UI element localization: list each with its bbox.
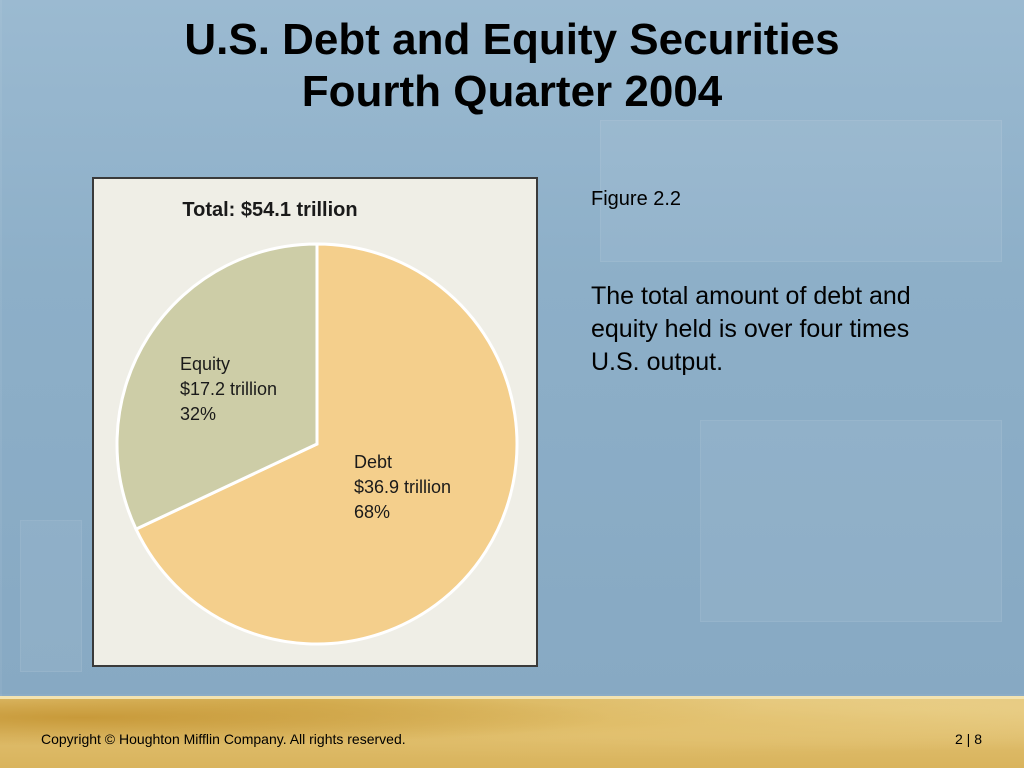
copyright-text: Copyright © Houghton Mifflin Company. Al… (41, 731, 406, 747)
debt-name: Debt (354, 452, 393, 472)
pie-chart-figure: Total: $54.1 trillion Equity $17.2 trill… (92, 177, 538, 667)
equity-slice (115, 242, 319, 532)
equity-slice-label: Equity $17.2 trillion 32% (180, 352, 277, 427)
debt-slice-label: Debt $36.9 trillion 68% (354, 450, 451, 525)
background-panel (700, 420, 1002, 622)
debt-amount: $36.9 trillion (354, 477, 452, 497)
debt-slice (134, 242, 519, 646)
page-number: 2 | 8 (955, 731, 982, 747)
footer-divider (0, 696, 1024, 699)
footer-bar: Copyright © Houghton Mifflin Company. Al… (0, 696, 1024, 768)
title-line-2: Fourth Quarter 2004 (301, 67, 723, 116)
chart-title: Total: $54.1 trillion (182, 199, 358, 221)
debt-percent: 68% (354, 502, 391, 522)
equity-percent: 32% (180, 404, 217, 424)
title-line-1: U.S. Debt and Equity Securities (184, 15, 840, 64)
equity-name: Equity (180, 354, 231, 374)
figure-caption: Figure 2.2 (591, 188, 682, 210)
slide-title: U.S. Debt and Equity Securities Fourth Q… (0, 14, 1024, 118)
figure-note: The total amount of debt and equity held… (591, 282, 911, 376)
equity-amount: $17.2 trillion (180, 379, 278, 399)
background-panel (20, 520, 82, 672)
background-panel (600, 120, 1002, 262)
pie-chart (115, 242, 519, 646)
